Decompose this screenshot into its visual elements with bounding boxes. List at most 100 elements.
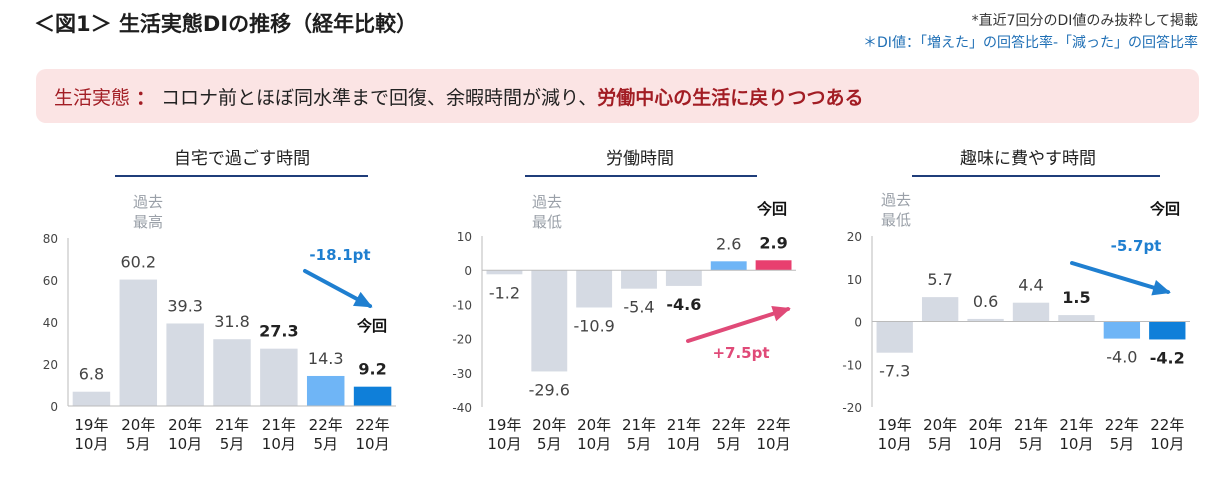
past-extreme-label: 最低: [532, 213, 562, 231]
bar: [531, 270, 568, 372]
y-tick-label: 10: [847, 273, 862, 287]
page-title: ＜図1＞ 生活実態DIの推移（経年比較）: [34, 12, 418, 36]
y-tick-label: -20: [842, 401, 862, 415]
x-tick-label: 5月: [928, 435, 953, 453]
data-label: 60.2: [120, 253, 156, 272]
x-tick-label: 21年: [622, 416, 656, 434]
x-tick-label: 19年: [487, 416, 521, 434]
current-label: 今回: [1149, 200, 1180, 218]
x-tick-label: 5月: [220, 435, 245, 453]
x-tick-label: 21年: [215, 416, 249, 434]
data-label: -29.6: [529, 380, 570, 399]
x-tick-label: 22年: [1150, 416, 1184, 434]
di-definition-note: ＊DI値：「増えた」の回答比率-「減った」の回答比率: [863, 35, 1198, 51]
trend-arrow-head: [771, 305, 791, 322]
x-tick-label: 10月: [356, 435, 390, 453]
chart-title: 趣味に費やす時間: [960, 149, 1096, 169]
past-extreme-label: 最低: [881, 211, 911, 229]
x-tick-label: 19年: [74, 416, 108, 434]
x-tick-label: 5月: [126, 435, 151, 453]
x-tick-label: 5月: [537, 435, 562, 453]
data-label: -4.0: [1106, 348, 1137, 367]
x-tick-label: 10月: [878, 435, 912, 453]
change-label: -5.7pt: [1111, 237, 1162, 255]
x-tick-label: 10月: [577, 435, 611, 453]
y-tick-label: 0: [50, 400, 58, 414]
data-label: 39.3: [167, 296, 203, 315]
x-tick-label: 10月: [262, 435, 296, 453]
trend-arrow-shaft: [686, 307, 790, 343]
x-tick-label: 10月: [667, 435, 701, 453]
y-tick-label: 0: [464, 264, 472, 278]
bar: [576, 270, 613, 308]
summary-text: 生活実態：コロナ前とほぼ同水準まで回復、余暇時間が減り、労働中心の生活に戻りつつ…: [54, 83, 863, 110]
x-tick-label: 10月: [168, 435, 202, 453]
x-tick-label: 21年: [1059, 416, 1093, 434]
x-tick-label: 20年: [121, 416, 155, 434]
data-label: -4.2: [1150, 348, 1185, 367]
y-tick-label: 40: [43, 316, 58, 330]
bar: [1149, 321, 1186, 340]
x-tick-label: 22年: [757, 416, 791, 434]
x-tick-label: 5月: [627, 435, 652, 453]
x-tick-label: 22年: [1105, 416, 1139, 434]
data-label: 27.3: [259, 322, 298, 341]
bar: [119, 279, 158, 406]
change-label: +7.5pt: [712, 344, 769, 362]
data-label: 2.9: [759, 233, 787, 252]
data-note: *直近7回分のDI値のみ抜粋して掲載: [971, 13, 1198, 29]
x-tick-label: 5月: [1110, 435, 1135, 453]
data-label: 2.6: [716, 234, 741, 253]
data-label: 5.7: [927, 270, 952, 289]
y-tick-label: 20: [847, 230, 862, 244]
y-tick-label: -10: [452, 298, 472, 312]
summary-body: コロナ前とほぼ同水準まで回復、余暇時間が減り、: [161, 87, 598, 109]
data-label: 4.4: [1018, 276, 1043, 295]
past-extreme-label: 過去: [133, 193, 163, 211]
data-label: -7.3: [879, 362, 910, 381]
bar: [1103, 321, 1141, 339]
x-tick-label: 21年: [667, 416, 701, 434]
current-label: 今回: [756, 200, 787, 218]
past-extreme-label: 最高: [133, 213, 163, 231]
x-tick-label: 5月: [313, 435, 338, 453]
x-tick-label: 22年: [712, 416, 746, 434]
bar: [755, 260, 792, 271]
data-label: 14.3: [308, 349, 344, 368]
bar: [621, 270, 657, 289]
chart-title: 労働時間: [606, 149, 674, 169]
x-tick-label: 19年: [878, 416, 912, 434]
summary-banner: 生活実態：コロナ前とほぼ同水準まで回復、余暇時間が減り、労働中心の生活に戻りつつ…: [36, 69, 1199, 123]
x-tick-label: 10月: [969, 435, 1003, 453]
bar: [166, 323, 204, 406]
change-label: -18.1pt: [309, 246, 370, 264]
data-label: 0.6: [973, 292, 998, 311]
bar: [1012, 302, 1050, 322]
bar: [876, 321, 913, 353]
current-label: 今回: [356, 317, 387, 335]
x-tick-label: 21年: [262, 416, 296, 434]
bar: [710, 261, 747, 271]
trend-arrow-head: [353, 291, 373, 308]
past-extreme-label: 過去: [532, 193, 562, 211]
summary-separator: ：: [136, 87, 156, 109]
summary-emphasis: 労働中心の生活に戻りつつある: [597, 87, 864, 109]
data-label: -5.4: [623, 298, 654, 317]
y-tick-label: 10: [457, 230, 472, 244]
x-tick-label: 10月: [74, 435, 108, 453]
data-label: 9.2: [358, 360, 386, 379]
x-tick-label: 20年: [969, 416, 1003, 434]
bar: [486, 270, 523, 275]
bar: [1058, 315, 1095, 322]
x-tick-label: 10月: [487, 435, 521, 453]
y-tick-label: 20: [43, 358, 58, 372]
x-tick-label: 20年: [923, 416, 957, 434]
x-tick-label: 5月: [1019, 435, 1044, 453]
bar: [72, 391, 111, 406]
data-label: -10.9: [573, 316, 614, 335]
summary-label: 生活実態: [54, 87, 131, 109]
y-tick-label: 60: [43, 274, 58, 288]
bar: [921, 297, 959, 322]
x-tick-label: 22年: [356, 416, 390, 434]
y-tick-label: 0: [854, 316, 862, 330]
